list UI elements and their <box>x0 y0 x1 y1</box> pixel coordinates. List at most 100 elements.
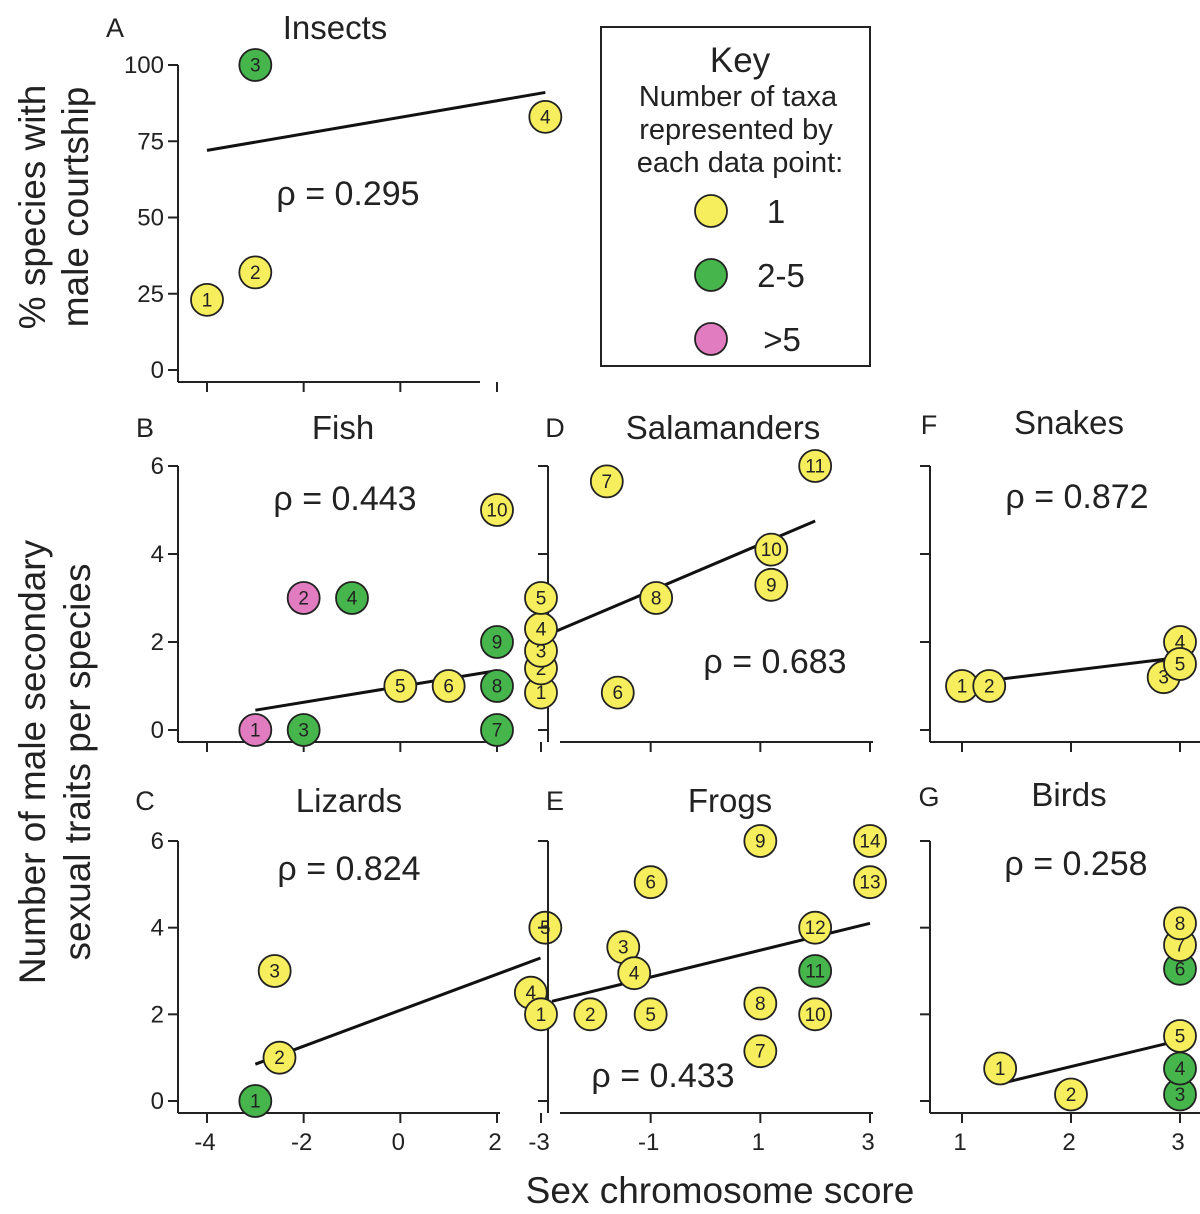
data-point-label: 3 <box>618 938 629 959</box>
data-point <box>238 1084 273 1118</box>
panel-letter: F <box>921 410 938 440</box>
data-point-label: 1 <box>536 683 547 704</box>
data-point <box>798 449 833 483</box>
y-tick-label: 100 <box>124 52 164 79</box>
data-point-label: 5 <box>1175 1027 1186 1048</box>
y-axis-title-bottom-line2: sexual traits per species <box>57 564 98 961</box>
data-point-label: 5 <box>1175 655 1186 676</box>
y-tick-label: 2 <box>151 629 164 656</box>
rho-label: ρ = 0.443 <box>273 480 416 518</box>
key-swatch-1 <box>694 194 728 228</box>
data-point-label: 10 <box>486 501 507 522</box>
key-label-1: 1 <box>767 193 785 230</box>
data-point-label: 2 <box>1066 1085 1077 1106</box>
x-tick-label: -3 <box>528 1129 549 1156</box>
data-point-label: 11 <box>805 962 825 983</box>
data-point <box>480 669 514 703</box>
data-point <box>262 1040 297 1075</box>
panel-letter: E <box>546 786 564 816</box>
x-tick-label: 3 <box>861 1129 874 1156</box>
data-point <box>238 713 273 747</box>
data-point-label: 9 <box>492 633 503 654</box>
data-point-label: 13 <box>859 873 880 894</box>
x-tick-label: 1 <box>953 1129 966 1156</box>
panel-fish: 0 2 4 6 1 2 3 4 5 6 7 8 9 10 B Fish ρ = 0.443 <box>136 409 514 752</box>
data-point-label: 12 <box>805 918 826 939</box>
data-point-label: 5 <box>645 1005 656 1026</box>
regression-line <box>254 956 542 1066</box>
data-point <box>983 1051 1018 1086</box>
data-point-label: 1 <box>202 290 213 311</box>
data-point-label: 9 <box>766 575 777 596</box>
key-label-gt5: >5 <box>763 321 801 358</box>
data-point <box>633 997 668 1032</box>
y-tick-label: 2 <box>151 1001 164 1028</box>
x-tick-label: 1 <box>752 1129 765 1156</box>
data-point-label: 8 <box>1175 914 1186 935</box>
data-point-label: 8 <box>492 677 503 698</box>
panel-insects: 0 25 50 75 100 1 2 3 4 A Insects ρ = 0.295 <box>106 9 563 392</box>
y-tick-label: 0 <box>151 1088 164 1115</box>
panel-letter: A <box>106 13 124 43</box>
data-point-label: 7 <box>755 1042 766 1063</box>
data-point-label: 6 <box>443 677 454 698</box>
data-point-label: 4 <box>536 619 547 640</box>
data-point-label: 4 <box>629 964 640 985</box>
x-tick-label: -2 <box>291 1129 312 1156</box>
data-point <box>335 581 369 615</box>
data-point <box>257 954 292 988</box>
panel-snakes: 1 2 345 F Snakes ρ = 0.872 <box>920 404 1200 752</box>
panel-title: Salamanders <box>626 409 820 446</box>
data-point-label: 4 <box>1175 1059 1186 1080</box>
data-point <box>1163 906 1197 941</box>
data-point <box>617 956 652 991</box>
x-tick-label: 2 <box>488 1129 501 1156</box>
data-point <box>1054 1077 1088 1112</box>
data-point <box>798 997 833 1032</box>
x-axis-title: Sex chromosome score <box>526 1170 915 1211</box>
panel-letter: C <box>135 786 155 816</box>
x-tick-label: 3 <box>1171 1129 1184 1156</box>
data-point <box>1163 1019 1197 1053</box>
data-point <box>743 1034 778 1069</box>
data-point-label: 3 <box>250 56 261 77</box>
data-point-label: 4 <box>347 589 358 610</box>
data-point-label: 3 <box>1175 1085 1186 1106</box>
rho-label: ρ = 0.258 <box>1004 845 1147 883</box>
data-point <box>798 954 833 988</box>
data-point <box>480 625 514 659</box>
data-point <box>286 713 321 747</box>
data-point <box>633 865 668 900</box>
data-point <box>480 493 514 527</box>
y-tick-label: 6 <box>151 828 164 855</box>
data-point-label: 3 <box>1158 668 1169 689</box>
key-box <box>600 26 871 367</box>
panel-letter: D <box>545 413 565 443</box>
y-tick-label: 75 <box>137 128 164 155</box>
data-point-label: 2 <box>585 1005 596 1026</box>
data-point-label: 5 <box>536 589 547 610</box>
data-point-label: 1 <box>957 677 968 698</box>
y-axis-title-top-line1: % species with <box>12 85 53 330</box>
y-tick-label: 0 <box>151 717 164 744</box>
data-point <box>238 255 273 290</box>
data-point-label: 8 <box>651 589 662 610</box>
x-tick-label: -1 <box>638 1129 659 1156</box>
data-point <box>589 464 624 499</box>
data-point <box>528 99 563 134</box>
data-point-label: 8 <box>755 994 766 1015</box>
key-title: Key <box>710 41 771 80</box>
y-tick-label: 4 <box>151 541 164 568</box>
panel-letter: G <box>918 782 939 812</box>
data-point <box>480 713 514 747</box>
data-point-label: 7 <box>602 472 613 493</box>
data-point-label: 3 <box>269 962 280 983</box>
data-point <box>524 581 558 615</box>
key-label-2-5: 2-5 <box>757 257 805 294</box>
regression-line <box>206 90 546 152</box>
data-point-label: 1 <box>995 1059 1006 1080</box>
data-point-label: 6 <box>1175 959 1186 980</box>
y-tick-label: 4 <box>151 915 164 942</box>
data-point <box>743 824 778 858</box>
